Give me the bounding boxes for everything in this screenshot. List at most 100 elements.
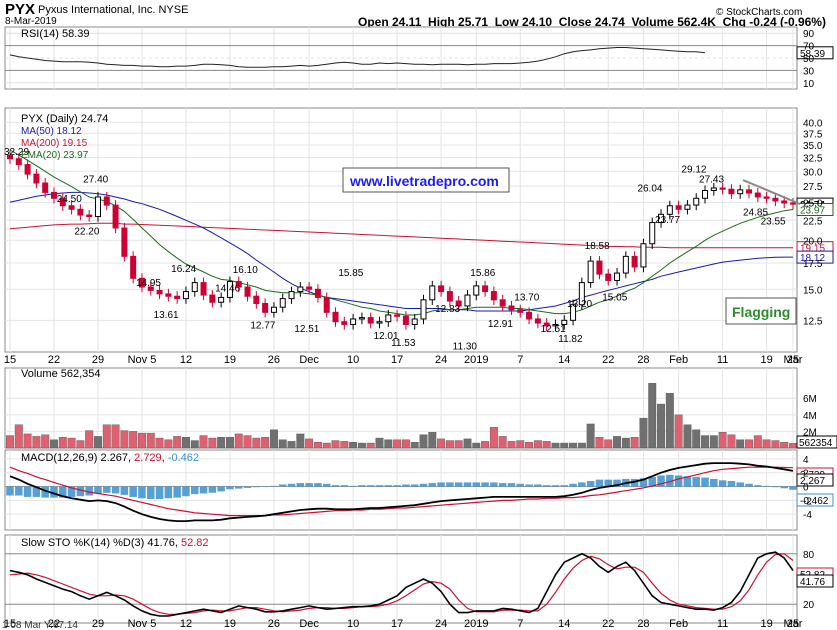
- price-label: 12.51: [541, 324, 566, 335]
- macd-histogram-bar: [718, 480, 727, 487]
- candle-body: [710, 187, 717, 191]
- price-axis-tag-value: 18.12: [800, 253, 825, 264]
- ma200-legend: MA(200) 19.15: [21, 138, 88, 149]
- price-label: 22.20: [74, 227, 99, 238]
- macd-histogram-bar: [692, 476, 700, 487]
- candle-body: [737, 189, 744, 195]
- candle-body: [429, 285, 436, 301]
- volume-bar: [586, 423, 595, 449]
- volume-bar: [709, 435, 718, 449]
- price-label: 29.12: [681, 164, 706, 175]
- volume-bar: [551, 442, 560, 449]
- macd-histogram-bar: [32, 486, 41, 497]
- candle-body: [68, 205, 75, 210]
- candle-body: [490, 291, 497, 301]
- candle-body: [200, 282, 207, 296]
- macd-histogram-bar: [657, 475, 665, 487]
- price-label: 15.85: [338, 268, 363, 279]
- price-label: 16.10: [233, 265, 258, 276]
- rsi-last-tag: [796, 46, 834, 60]
- price-y-tick: 17.5: [803, 259, 823, 270]
- x-tick-label-bottom: 11: [717, 618, 728, 630]
- candle-body: [182, 291, 189, 300]
- volume-last-value: 562354: [799, 438, 833, 449]
- candle-body: [420, 299, 427, 320]
- macd-histogram-bar: [604, 479, 612, 487]
- candle-body: [147, 286, 154, 291]
- macd-histogram-bar: [639, 478, 648, 487]
- price-axis-tag: [796, 250, 834, 264]
- volume-bar: [771, 440, 780, 449]
- macd-histogram-bar: [789, 486, 797, 490]
- volume-last-tag: [796, 435, 837, 449]
- candle-body: [138, 277, 145, 288]
- candle-body: [103, 196, 110, 206]
- macd-histogram-bar: [648, 476, 656, 487]
- macd-histogram-bar: [727, 481, 736, 487]
- volume-bar: [173, 436, 182, 449]
- volume-bar: [313, 441, 322, 449]
- candle-body: [33, 173, 40, 184]
- price-y-tick: 20.0: [803, 236, 823, 247]
- macd-histogram-bar: [481, 482, 489, 487]
- macd-y-tick: 4: [803, 455, 809, 466]
- macd-histogram-bar: [428, 483, 437, 487]
- x-tick-label-bottom: 22: [48, 618, 60, 630]
- x-tick-label: Mar: [784, 354, 803, 366]
- macd-histogram-bar: [129, 486, 137, 497]
- volume-bar: [674, 414, 683, 449]
- volume-bar: [85, 430, 94, 449]
- volume-title: Volume 562,354: [21, 368, 101, 380]
- macd-histogram-bar: [542, 485, 551, 487]
- volume-bar: [507, 441, 516, 449]
- price-y-tick: 15.0: [803, 285, 823, 296]
- macd-histogram-bar: [384, 485, 393, 487]
- stochastic-y-tick: 20: [803, 600, 815, 611]
- candle-body: [314, 288, 321, 298]
- candle-body: [772, 197, 779, 202]
- macd-histogram-bar: [736, 482, 744, 487]
- price-title: PYX (Daily) 24.74: [21, 113, 108, 125]
- volume-bar: [138, 432, 146, 449]
- stochastic-title-label: Slow STO %K(14) %D(3): [21, 537, 147, 549]
- volume-bar: [252, 437, 261, 449]
- stochastic-k-line: [9, 551, 794, 617]
- price-y-tick: 22.5: [803, 216, 823, 227]
- volume-bar: [50, 439, 58, 449]
- candle-body: [156, 289, 163, 295]
- candle-body: [288, 291, 295, 300]
- macd-histogram-bar: [85, 486, 93, 496]
- price-y-tick: 40.0: [803, 118, 823, 129]
- ohlc-summary: Open 24.11 High 25.71 Low 24.10 Close 24…: [358, 15, 826, 29]
- macd-histogram-bar: [358, 485, 366, 487]
- macd-histogram-bar: [366, 485, 375, 487]
- candle-body: [517, 309, 524, 313]
- volume-bar: [217, 437, 226, 449]
- x-tick-label: 24: [435, 354, 447, 366]
- candle-body: [675, 205, 682, 210]
- macd-histogram-bar: [155, 486, 164, 499]
- x-tick-label: 19: [224, 354, 236, 366]
- price-label: 26.04: [637, 183, 662, 194]
- price-label: 24.85: [743, 207, 768, 218]
- volume-bar: [384, 439, 393, 449]
- volume-bar: [560, 442, 569, 449]
- price-label: 27.43: [699, 175, 724, 186]
- macd-histogram-bar: [296, 483, 305, 487]
- x-tick-label: 29: [92, 354, 104, 366]
- volume-bar: [261, 437, 270, 449]
- macd-histogram-bar: [199, 486, 208, 494]
- macd-histogram-bar: [349, 485, 357, 487]
- macd-histogram-bar: [76, 486, 85, 497]
- candle-body: [130, 255, 137, 279]
- price-label: 12.83: [435, 304, 460, 315]
- price-label: 12.91: [488, 319, 513, 330]
- x-tick-label: 22: [48, 354, 60, 366]
- macd-last-tag: [796, 473, 834, 487]
- candle-body: [790, 202, 796, 205]
- candle-body: [658, 213, 665, 224]
- macd-histogram-bar: [683, 476, 692, 487]
- x-tick-label-bottom: Mar: [784, 618, 803, 630]
- chart-date: 8-Mar-2019: [5, 16, 57, 27]
